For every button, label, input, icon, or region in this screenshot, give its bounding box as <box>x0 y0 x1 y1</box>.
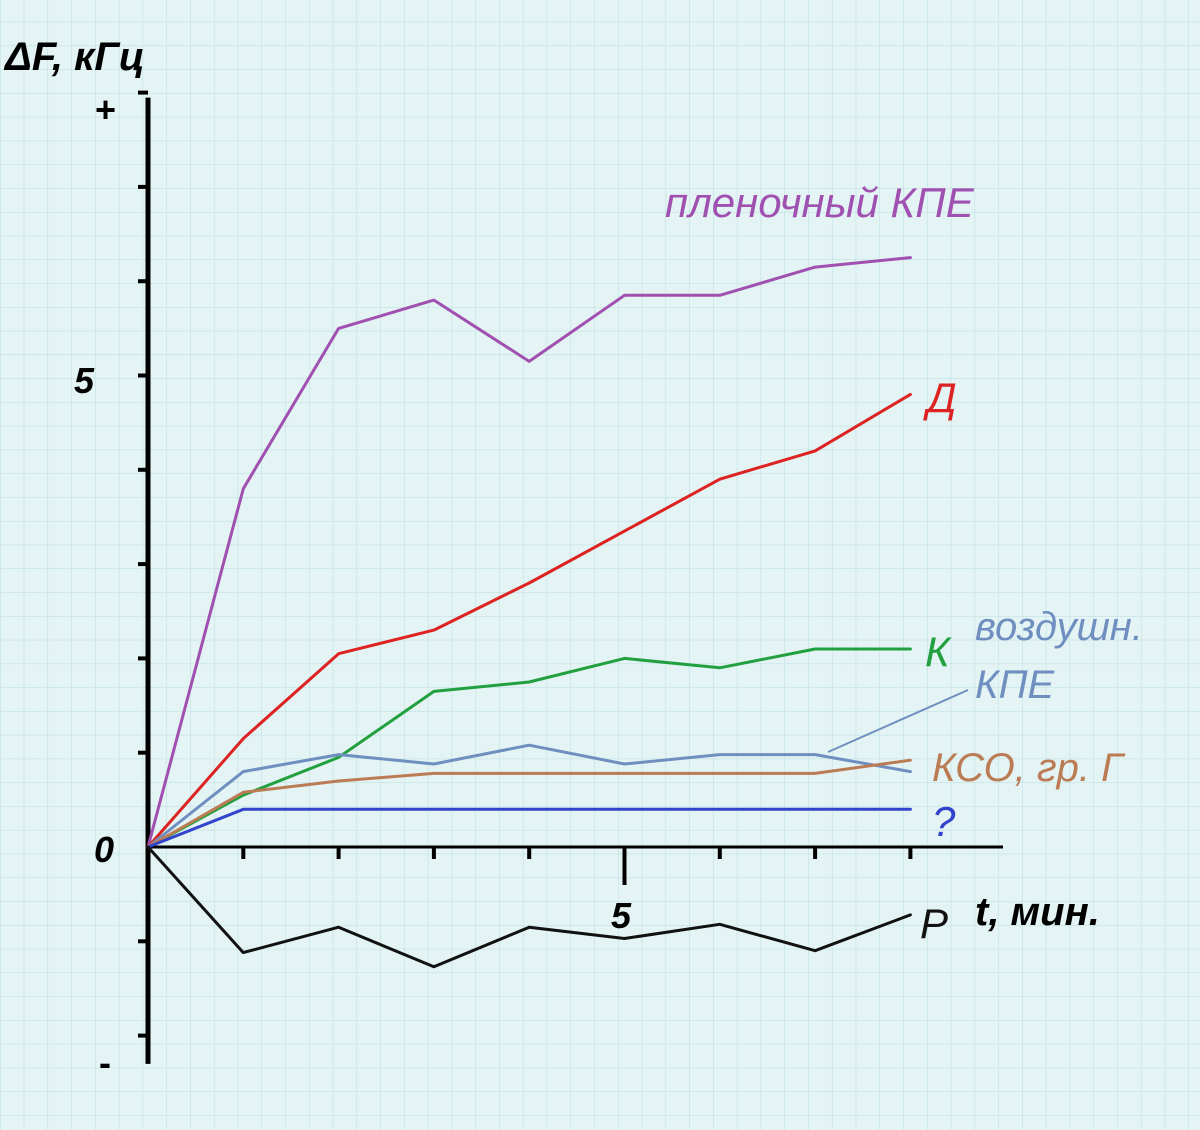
series-label-question: ? <box>932 798 956 845</box>
series-line-2 <box>146 647 912 849</box>
series-label-kso: КСО, гр. Г <box>932 746 1126 790</box>
series-line-6 <box>146 845 912 969</box>
y-axis-title: ΔF, кГц <box>3 35 145 79</box>
series-label-film-kpe: пленочный КПЕ <box>665 179 975 226</box>
series-line-1 <box>146 392 912 849</box>
y-axis-minus-label: - <box>99 1042 111 1083</box>
y-tick-label-5: 5 <box>74 360 95 401</box>
x-axis-title: t, мин. <box>975 890 1100 934</box>
y-tick-label-0: 0 <box>94 829 114 870</box>
x-tick-label-5: 5 <box>611 895 632 936</box>
series-line-4 <box>146 758 912 849</box>
series-line-3 <box>146 743 912 849</box>
series-group <box>146 256 912 969</box>
series-line-0 <box>146 256 912 849</box>
series-label-p: Р <box>920 900 948 947</box>
series-label-k: К <box>925 628 952 675</box>
series-label-air-kpe-line2: КПЕ <box>975 663 1056 707</box>
series-label-air-kpe-line1: воздушн. <box>975 605 1143 649</box>
y-axis-plus-label: + <box>95 89 116 130</box>
air-kpe-leader-line <box>827 689 969 753</box>
series-line-5 <box>146 807 912 849</box>
series-label-d: Д <box>923 374 957 421</box>
axes <box>138 90 1003 1064</box>
